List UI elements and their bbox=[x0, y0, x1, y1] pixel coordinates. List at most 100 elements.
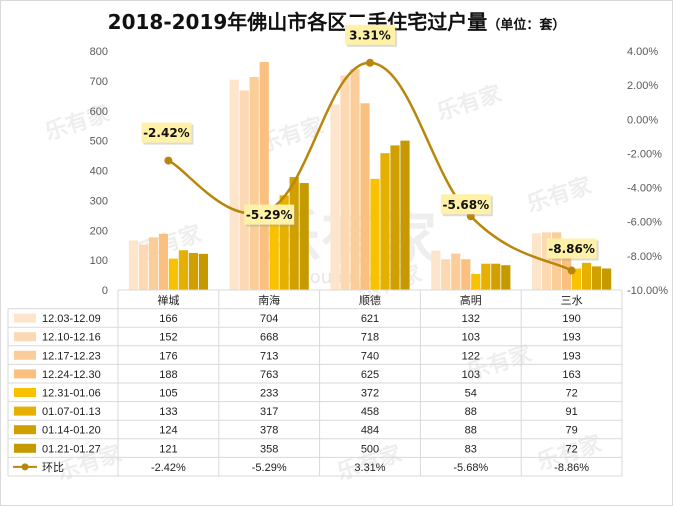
table-cell-value: 103 bbox=[462, 332, 480, 344]
bar bbox=[148, 237, 158, 290]
bar bbox=[188, 252, 198, 290]
bar bbox=[229, 79, 239, 291]
table-cell-value: 124 bbox=[159, 425, 177, 437]
line-layer: -2.42% -5.29% 3.31% -5.68% -8.86% bbox=[141, 24, 599, 275]
table-cell-value: 163 bbox=[562, 369, 580, 381]
legend-label: 12.10-12.16 bbox=[42, 332, 101, 344]
bar bbox=[532, 233, 542, 290]
watermark-logo-small: 乐有家 bbox=[524, 172, 596, 217]
legend-label: 12.24-12.30 bbox=[42, 369, 101, 381]
table-cell-value: 88 bbox=[465, 406, 477, 418]
bar bbox=[249, 76, 259, 291]
table-cell-value: 54 bbox=[465, 388, 477, 400]
table-cell-value: 122 bbox=[462, 350, 480, 362]
legend-label: 12.31-01.06 bbox=[42, 388, 101, 400]
y-right-tick-label: -10.00% bbox=[627, 285, 668, 297]
legend-line-marker bbox=[21, 463, 29, 471]
bar bbox=[431, 250, 441, 290]
bar bbox=[289, 177, 299, 290]
y-left-tick-label: 400 bbox=[90, 166, 108, 178]
table-cell-value: 713 bbox=[260, 350, 278, 362]
bar bbox=[360, 103, 370, 290]
table-cell-value: 763 bbox=[260, 369, 278, 381]
callout-box bbox=[244, 204, 295, 225]
bar bbox=[400, 140, 410, 290]
line-data-label: -8.86% bbox=[548, 242, 595, 256]
y-left-tick-label: 200 bbox=[90, 225, 108, 237]
legend-label: 12.03-12.09 bbox=[42, 313, 101, 325]
y-right-tick-label: -6.00% bbox=[627, 217, 662, 229]
bar bbox=[340, 75, 350, 290]
bar bbox=[380, 153, 390, 290]
table-cell-value: 79 bbox=[565, 425, 577, 437]
table-cell-value: 372 bbox=[361, 388, 379, 400]
callout-box bbox=[546, 238, 597, 259]
bar bbox=[451, 253, 461, 290]
table-cell-value: 121 bbox=[159, 443, 177, 455]
table-cell-value: 88 bbox=[465, 425, 477, 437]
bar bbox=[501, 265, 511, 290]
table-cell-value: 3.31% bbox=[354, 462, 385, 474]
bar bbox=[592, 266, 602, 290]
y-left-tick-label: 100 bbox=[90, 255, 108, 267]
bar bbox=[370, 178, 380, 290]
bar bbox=[552, 232, 562, 290]
table-cell-value: 500 bbox=[361, 443, 379, 455]
title-text: 2018-2019年佛山市各区二手住宅过户量 bbox=[107, 10, 488, 34]
table-cell-value: 233 bbox=[260, 388, 278, 400]
bar bbox=[582, 262, 592, 290]
table-cell-value: 132 bbox=[462, 313, 480, 325]
bar bbox=[178, 250, 188, 290]
line-data-label: 3.31% bbox=[349, 28, 391, 42]
legend-label: 环比 bbox=[42, 461, 64, 474]
bar bbox=[350, 68, 360, 290]
bar bbox=[461, 259, 471, 290]
table-cell-value: 72 bbox=[565, 443, 577, 455]
table-cell-value: 740 bbox=[361, 350, 379, 362]
table-cell-value: 166 bbox=[159, 313, 177, 325]
legend-label: 01.14-01.20 bbox=[42, 425, 101, 437]
category-tick-label: 禅城 bbox=[157, 293, 179, 307]
table-cell-value: 668 bbox=[260, 332, 278, 344]
y-right-tick-label: 0.00% bbox=[627, 114, 658, 126]
bar bbox=[390, 145, 400, 290]
legend-swatch bbox=[14, 332, 36, 342]
title-unit: （单位：套） bbox=[487, 18, 566, 33]
table-cell-value: 190 bbox=[562, 313, 580, 325]
bar bbox=[441, 259, 451, 290]
legend-label: 01.07-01.13 bbox=[42, 406, 101, 418]
table-cell-value: 152 bbox=[159, 332, 177, 344]
table-cell-value: 91 bbox=[565, 406, 577, 418]
table-cell-value: 103 bbox=[462, 369, 480, 381]
bar bbox=[259, 62, 269, 291]
y-right-tick-label: 2.00% bbox=[627, 80, 658, 92]
y-right-tick-label: 4.00% bbox=[627, 46, 658, 58]
callout-box bbox=[345, 24, 395, 45]
line-data-label: -5.29% bbox=[246, 208, 293, 222]
table-cell-value: 72 bbox=[565, 388, 577, 400]
table-cell-value: -5.29% bbox=[252, 462, 287, 474]
legend-swatch bbox=[14, 406, 36, 416]
table-cell-value: 621 bbox=[361, 313, 379, 325]
bar bbox=[330, 104, 340, 290]
bar bbox=[562, 241, 572, 290]
bar bbox=[299, 183, 309, 290]
bar bbox=[198, 253, 208, 290]
table-cell-value: 188 bbox=[159, 369, 177, 381]
table-cell-value: 193 bbox=[562, 332, 580, 344]
bar bbox=[279, 195, 289, 290]
y-left-tick-label: 300 bbox=[90, 195, 108, 207]
line-data-label: -5.68% bbox=[442, 198, 489, 212]
bar bbox=[602, 268, 612, 290]
legend-swatch bbox=[14, 350, 36, 360]
bar bbox=[128, 240, 138, 290]
y-left-tick-label: 800 bbox=[90, 46, 108, 58]
y-right-tick-label: -4.00% bbox=[627, 183, 662, 195]
bar bbox=[491, 263, 501, 290]
bar bbox=[138, 244, 148, 290]
line-point bbox=[164, 156, 173, 165]
bar bbox=[481, 263, 491, 290]
callout-box bbox=[141, 122, 192, 143]
y-left-tick-label: 700 bbox=[90, 76, 108, 88]
